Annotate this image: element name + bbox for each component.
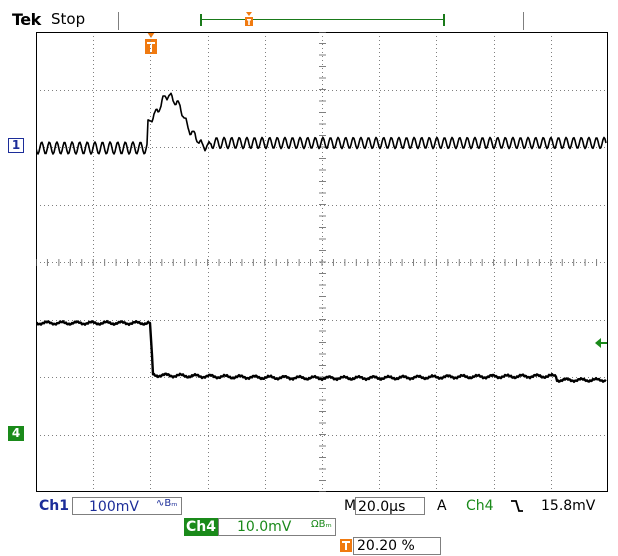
ch4-scale: 10.0mV bbox=[237, 519, 292, 535]
trigger-position-readout[interactable]: 20.20 % bbox=[353, 537, 441, 555]
record-trigger-position-icon bbox=[245, 12, 253, 26]
ch4-ground-marker[interactable]: 4 bbox=[8, 426, 24, 441]
header-divider bbox=[118, 12, 119, 30]
timebase-readout[interactable]: 20.0µs bbox=[355, 497, 425, 515]
record-view-bar bbox=[201, 19, 445, 20]
header-divider bbox=[523, 12, 524, 30]
ch4-coupling-icon: ΩBₘ bbox=[311, 519, 332, 530]
ch1-scale: 100mV bbox=[89, 499, 139, 515]
record-view-right-bracket bbox=[443, 14, 445, 26]
trigger-position-icon bbox=[340, 539, 352, 552]
brand-logo: Tek bbox=[12, 10, 41, 29]
ch4-waveform-trace bbox=[36, 320, 607, 383]
trigger-label: A bbox=[437, 498, 447, 514]
falling-edge-icon bbox=[511, 500, 523, 512]
ch1-scale-readout[interactable]: 100mV bbox=[72, 497, 182, 515]
ch1-label: Ch1 bbox=[39, 498, 69, 514]
ch4-label: Ch4 bbox=[184, 518, 218, 536]
trigger-source: Ch4 bbox=[466, 498, 494, 514]
graticule-grid bbox=[36, 32, 608, 492]
trigger-level-readout[interactable]: 15.8mV bbox=[541, 498, 596, 514]
horizontal-label: M bbox=[344, 498, 357, 514]
acquisition-state: Stop bbox=[51, 10, 86, 28]
ch1-coupling-icon: ∿Bₘ bbox=[156, 498, 178, 509]
ch1-waveform-trace bbox=[36, 92, 607, 155]
ch1-ground-marker[interactable]: 1 bbox=[8, 138, 24, 153]
waveform-display bbox=[36, 32, 608, 492]
timebase-value: 20.0µs bbox=[358, 499, 406, 515]
trigger-level-arrow-icon[interactable] bbox=[595, 338, 607, 348]
trigger-position-marker-icon[interactable] bbox=[143, 32, 159, 56]
ch4-scale-readout[interactable]: 10.0mV bbox=[218, 518, 336, 536]
trigger-position-value: 20.20 % bbox=[357, 538, 415, 554]
record-view-left-bracket bbox=[200, 14, 202, 26]
